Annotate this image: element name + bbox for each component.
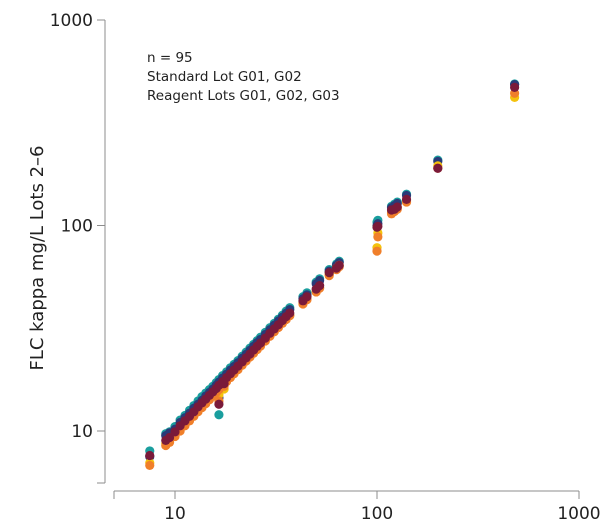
annotations: n = 95 Standard Lot G01, G02 Reagent Lots … <box>147 50 340 104</box>
data-point <box>219 379 229 389</box>
x-tick-label: 100 <box>361 504 393 524</box>
data-point <box>510 82 520 92</box>
data-points <box>145 79 520 471</box>
data-point <box>302 292 312 302</box>
data-point <box>373 221 383 231</box>
data-point <box>401 194 412 204</box>
data-point <box>145 450 155 461</box>
annotation-line: Reagent Lots G01, G02, G03 <box>147 88 340 104</box>
data-point <box>392 202 402 212</box>
annotation-line: n = 95 <box>147 50 193 66</box>
data-point <box>214 399 224 409</box>
data-point <box>433 163 443 173</box>
data-point <box>170 427 180 437</box>
y-axis-label: FLC kappa mg/L Lots 2–6 <box>27 146 48 371</box>
data-point <box>334 260 344 270</box>
x-tick-label: 1000 <box>557 504 600 524</box>
data-point <box>315 280 325 291</box>
data-point <box>372 246 382 256</box>
series-3 <box>145 88 520 471</box>
x-tick-label: 10 <box>164 504 186 524</box>
data-point <box>214 410 224 420</box>
y-tick-label: 100 <box>61 217 93 237</box>
data-point <box>324 267 334 278</box>
data-point <box>373 232 383 242</box>
data-point <box>145 460 155 471</box>
axes: 10 100 1000 10 100 1000 <box>50 11 601 524</box>
series-4 <box>145 82 520 461</box>
annotation-line: Standard Lot G01, G02 <box>147 69 302 85</box>
data-point <box>285 308 295 318</box>
y-tick-label: 10 <box>71 422 93 442</box>
y-tick-label: 1000 <box>50 11 93 31</box>
